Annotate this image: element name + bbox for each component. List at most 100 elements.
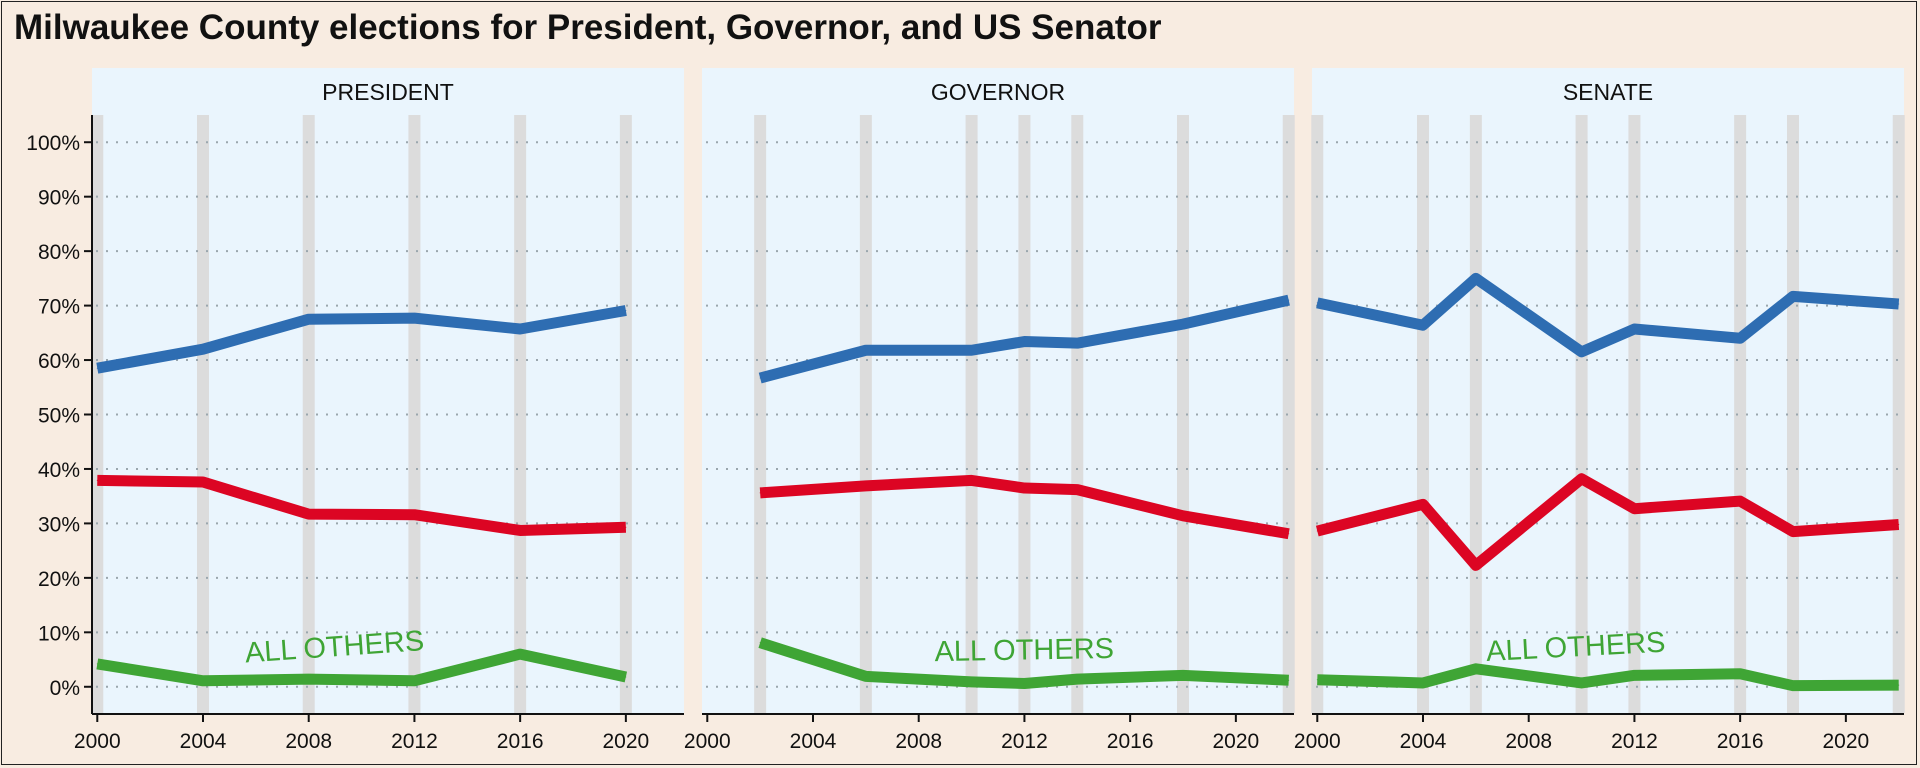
- data-point: [413, 514, 415, 516]
- data-point: [1475, 564, 1477, 566]
- data-point: [413, 680, 415, 682]
- election-year-bar: [1469, 115, 1482, 713]
- data-point: [1023, 487, 1025, 489]
- election-year-bar: [1177, 115, 1189, 713]
- x-tick-label: 2000: [1294, 730, 1341, 753]
- election-year-bar: [1018, 115, 1031, 713]
- data-point: [1581, 351, 1583, 353]
- data-point: [865, 349, 867, 351]
- x-tick-label: 2008: [285, 730, 332, 753]
- series-line-2: [96, 648, 628, 687]
- data-point: [1739, 673, 1741, 675]
- data-point: [202, 680, 204, 682]
- data-point: [625, 526, 627, 528]
- data-point: [202, 481, 204, 483]
- data-point: [1023, 683, 1025, 685]
- panel-background: [1312, 68, 1904, 714]
- data-point: [971, 479, 973, 481]
- data-point: [1316, 530, 1318, 532]
- series-line-0: [96, 305, 627, 374]
- election-year-bar: [965, 115, 978, 713]
- y-tick-label: 30%: [38, 513, 80, 536]
- data-point: [1316, 679, 1318, 681]
- data-point: [1898, 523, 1900, 525]
- x-tick-label: 2020: [1212, 730, 1259, 753]
- data-point: [1633, 674, 1635, 676]
- data-point: [1076, 489, 1078, 491]
- election-year-bar: [197, 115, 209, 713]
- data-point: [1422, 682, 1424, 684]
- data-point: [519, 653, 521, 655]
- x-tick-label: 2008: [1505, 730, 1552, 753]
- data-point: [1581, 478, 1583, 480]
- data-point: [1422, 324, 1424, 326]
- x-tick-label: 2004: [180, 730, 227, 753]
- election-year-bar: [1417, 115, 1429, 713]
- series-line-2: [1317, 663, 1899, 692]
- facet-strip: [702, 68, 1294, 115]
- data-point: [1792, 295, 1794, 297]
- data-point: [759, 642, 761, 644]
- data-point: [1739, 500, 1741, 502]
- facet-strip: [1312, 68, 1904, 115]
- data-point: [1422, 503, 1424, 505]
- data-point: [1898, 303, 1900, 305]
- data-point: [308, 678, 310, 680]
- y-tick-label: 100%: [26, 132, 80, 155]
- y-tick-label: 70%: [38, 296, 80, 319]
- y-tick-label: 0%: [50, 677, 80, 700]
- data-point: [1739, 337, 1741, 339]
- data-point: [1633, 508, 1635, 510]
- data-point: [1076, 678, 1078, 680]
- data-point: [759, 492, 761, 494]
- data-point: [413, 317, 415, 319]
- data-point: [1475, 668, 1477, 670]
- data-point: [865, 485, 867, 487]
- election-year-bar: [754, 115, 767, 713]
- data-point: [96, 663, 98, 665]
- panel-governor: GOVERNOR 2000 2004 2008 2012 2016 2020 ALL OTHE…: [684, 68, 1295, 753]
- data-point: [1023, 341, 1025, 343]
- x-tick-label: 2012: [1001, 730, 1048, 753]
- data-point: [1076, 342, 1078, 344]
- data-point: [519, 529, 521, 531]
- y-tick-label: 50%: [38, 405, 80, 428]
- election-year-bar: [1575, 115, 1588, 713]
- series-annotation: ALL OTHERS: [934, 633, 1114, 668]
- election-year-bar: [859, 115, 872, 713]
- data-point: [759, 377, 761, 379]
- data-point: [625, 309, 627, 311]
- x-tick-label: 2004: [1400, 730, 1447, 753]
- y-tick-label: 90%: [38, 187, 80, 210]
- election-year-bar: [1892, 115, 1905, 713]
- election-year-bar: [1787, 115, 1799, 713]
- series-line-1: [1315, 473, 1900, 571]
- x-tick-label: 2008: [895, 730, 942, 753]
- facet-title: SENATE: [1563, 79, 1653, 105]
- data-point: [1581, 682, 1583, 684]
- election-year-bar: [302, 115, 315, 713]
- election-year-bar: [1282, 115, 1295, 713]
- data-point: [1792, 685, 1794, 687]
- series-line-0: [1316, 272, 1900, 358]
- data-point: [971, 681, 973, 683]
- data-point: [625, 676, 627, 678]
- facet-title: GOVERNOR: [931, 79, 1065, 105]
- x-tick-label: 2016: [1717, 730, 1764, 753]
- x-tick-label: 2020: [1822, 730, 1869, 753]
- data-point: [865, 675, 867, 677]
- data-point: [1316, 302, 1318, 304]
- y-tick-label: 20%: [38, 568, 80, 591]
- panel-background: [92, 68, 684, 714]
- y-tick-label: 40%: [38, 459, 80, 482]
- election-year-bar: [514, 115, 527, 713]
- data-point: [1288, 533, 1290, 535]
- data-point: [96, 479, 98, 481]
- data-point: [1633, 328, 1635, 330]
- data-point: [1288, 679, 1290, 681]
- x-tick-label: 2016: [1107, 730, 1154, 753]
- series-line-1: [97, 474, 627, 536]
- facet-title: PRESIDENT: [322, 79, 454, 105]
